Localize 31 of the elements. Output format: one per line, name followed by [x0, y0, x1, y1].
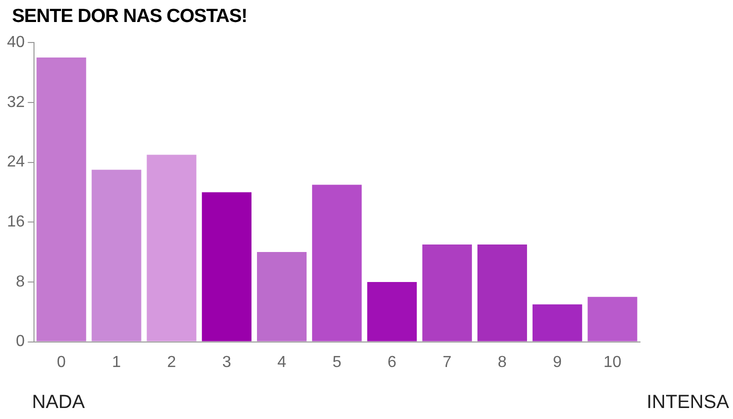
text: NADA — [32, 392, 85, 414]
x-tick-label: 2 — [167, 354, 176, 371]
x-tick-label: 7 — [442, 354, 452, 371]
bar — [532, 304, 582, 342]
y-tick-label: 0 — [16, 333, 25, 350]
x-tick-label: 1 — [112, 354, 122, 371]
text: INTENSA — [646, 392, 729, 414]
bar — [256, 252, 307, 342]
x-tick-label: 9 — [552, 354, 562, 371]
bar — [36, 58, 86, 342]
y-tick-label: 8 — [16, 273, 25, 290]
y-tick-label: 40 — [7, 34, 25, 52]
x-tick-label: 5 — [332, 354, 342, 371]
bar — [588, 296, 638, 342]
bar — [146, 154, 196, 342]
bar — [202, 192, 252, 342]
x-tick-label: 10 — [604, 354, 622, 371]
x-tick-label: 4 — [277, 354, 286, 371]
x-tick-label: 0 — [56, 354, 66, 371]
bar — [422, 244, 472, 342]
bar — [367, 282, 417, 342]
y-tick-label: 24 — [7, 154, 25, 171]
y-tick-label: 32 — [7, 94, 25, 111]
chart-title: SENTE DOR NAS COSTAS! — [12, 6, 248, 28]
x-tick-label: 3 — [222, 354, 232, 371]
bar — [92, 170, 142, 342]
bar — [312, 184, 362, 342]
y-tick-label: 16 — [7, 214, 25, 231]
x-tick-label: 6 — [388, 354, 397, 371]
bar — [477, 244, 528, 342]
x-tick-label: 8 — [498, 354, 507, 371]
